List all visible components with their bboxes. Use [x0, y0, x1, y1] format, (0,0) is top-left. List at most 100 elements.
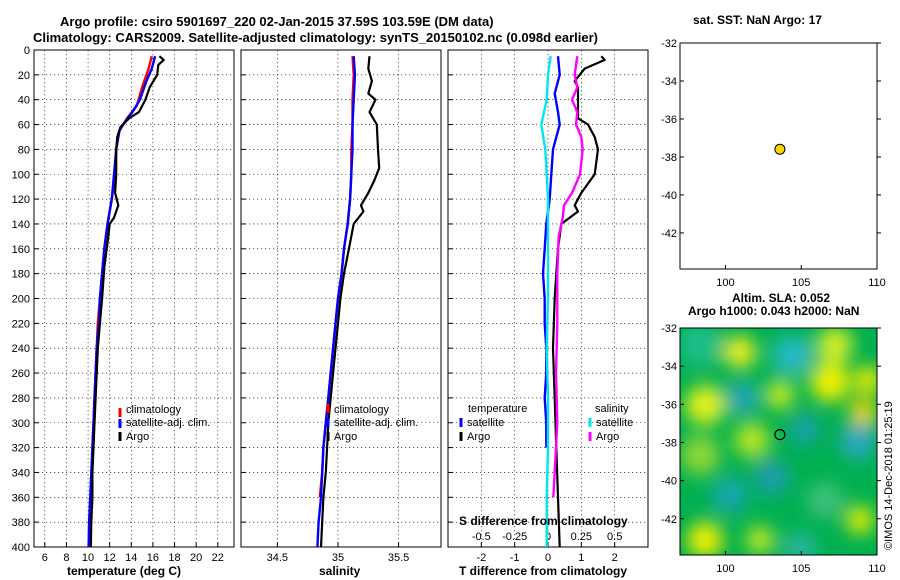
y-tick-label: 320	[12, 443, 30, 455]
x-tick-label: -1	[510, 552, 520, 564]
x2-tick-label: 0.25	[571, 531, 592, 543]
sla-map-title: Altim. SLA: 0.052	[732, 291, 830, 305]
y-tick-label: 340	[12, 467, 30, 479]
s-difference-xlabel: S difference from climatology	[459, 514, 628, 528]
map-y-tick-label: -36	[661, 114, 677, 126]
legend-climatology: climatology	[126, 404, 182, 416]
title-line1: Argo profile: csiro 5901697_220 02-Jan-2…	[60, 14, 494, 29]
x-tick-label: 35.5	[388, 552, 409, 564]
difference-legend: temperature satellite Argo salinity sate…	[459, 403, 633, 443]
y-tick-label: 280	[12, 393, 30, 405]
map-y-tick-label: -38	[661, 152, 677, 164]
legend-temperature-title: temperature	[468, 403, 527, 415]
legend-temp-satellite: satellite	[467, 417, 504, 429]
map-y-tick-label: -36	[661, 399, 677, 411]
x-tick-label: 18	[168, 552, 180, 564]
series-line-satellite-adj-clim-	[316, 56, 357, 548]
x-tick-label: 14	[125, 552, 137, 564]
legend-argo: Argo	[334, 431, 357, 443]
sst-map-axes	[679, 42, 878, 270]
map-y-tick-label: -42	[661, 228, 677, 240]
map-x-tick-label: 110	[868, 563, 886, 575]
sla-map-subtitle: Argo h1000: 0.043 h2000: NaN	[688, 304, 859, 318]
legend-sal-satellite: satellite	[596, 417, 633, 429]
y-tick-label: 260	[12, 368, 30, 380]
legend-satellite: satellite-adj. clim.	[126, 417, 210, 429]
y-tick-label: 300	[12, 418, 30, 430]
x2-tick-label: 0.5	[607, 531, 622, 543]
x-tick-label: 2	[612, 552, 618, 564]
imos-watermark: ©IMOS 14-Dec-2018 01:25:19	[883, 401, 895, 550]
legend-satellite: satellite-adj. clim.	[334, 417, 418, 429]
map-x-tick-label: 110	[868, 277, 886, 289]
x2-tick-label: -0.5	[472, 531, 491, 543]
map-y-tick-label: -32	[661, 38, 677, 50]
map-x-tick-label: 100	[716, 277, 734, 289]
temperature-xlabel: temperature (deg C)	[67, 564, 181, 578]
y-tick-label: 380	[12, 517, 30, 529]
sla-map-axes	[679, 327, 878, 556]
map-y-tick-label: -40	[661, 476, 677, 488]
map-x-tick-label: 105	[792, 277, 810, 289]
legend-argo: Argo	[126, 431, 149, 443]
series-line-argo	[89, 55, 165, 548]
difference-panel: -2 -1 0 1 2 -0.5 -0.25 0 0.25 0.5 S difference f…	[447, 49, 649, 578]
map-y-tick-label: -34	[661, 76, 677, 88]
x-tick-label: 35	[332, 552, 344, 564]
map-y-tick-label: -34	[661, 361, 677, 373]
y-tick-label: 60	[18, 120, 30, 132]
x2-tick-label: 0	[545, 531, 551, 543]
series-line-temperature-satellite	[541, 56, 561, 448]
sla-map-panel: Altim. SLA: 0.052 Argo h1000: 0.043 h200…	[661, 291, 895, 575]
x-tick-label: 6	[42, 552, 48, 564]
t-difference-xlabel: T difference from climatology	[459, 564, 627, 578]
x-tick-label: 34.5	[267, 552, 288, 564]
legend-temp-argo: Argo	[467, 431, 490, 443]
y-tick-label: 160	[12, 244, 30, 256]
y-tick-label: 0	[24, 45, 30, 57]
temperature-legend: climatology satellite-adj. clim. Argo	[118, 404, 210, 443]
x-tick-label: 0	[545, 552, 551, 564]
map-y-tick-label: -32	[661, 323, 677, 335]
series-line-salinity-satellite	[540, 56, 552, 547]
legend-sal-argo: Argo	[596, 431, 619, 443]
map-y-tick-label: -40	[661, 190, 677, 202]
x-tick-label: -2	[476, 552, 486, 564]
argo-float-location-marker	[774, 143, 786, 155]
x2-tick-label: -0.25	[502, 531, 527, 543]
y-tick-label: 120	[12, 194, 30, 206]
map-x-tick-label: 105	[792, 563, 810, 575]
y-tick-label: 360	[12, 492, 30, 504]
salinity-panel: 34.5 35 35.5 salinity climatology satellit…	[240, 49, 442, 578]
y-tick-label: 400	[12, 542, 30, 554]
temperature-panel: 0 20 40 60 80 100 120 140 160 180 200 220 240 260 280 3…	[12, 45, 235, 578]
x-tick-label: 20	[190, 552, 202, 564]
series-line-salinity-argo	[552, 56, 584, 498]
y-tick-label: 20	[18, 70, 30, 82]
y-tick-label: 40	[18, 95, 30, 107]
x-tick-label: 10	[82, 552, 94, 564]
y-tick-label: 80	[18, 144, 30, 156]
y-tick-label: 220	[12, 318, 30, 330]
y-tick-label: 200	[12, 294, 30, 306]
x-tick-label: 16	[147, 552, 159, 564]
legend-climatology: climatology	[334, 404, 390, 416]
y-tick-label: 140	[12, 219, 30, 231]
y-tick-label: 180	[12, 269, 30, 281]
x-tick-label: 12	[104, 552, 116, 564]
x-tick-label: 22	[212, 552, 224, 564]
legend-salinity-title: salinity	[595, 403, 629, 415]
title-line2: Climatology: CARS2009. Satellite-adjuste…	[33, 30, 598, 45]
map-x-tick-label: 100	[716, 563, 734, 575]
argo-float-location-circle	[774, 429, 786, 441]
map-y-tick-label: -42	[661, 514, 677, 526]
sst-map-title: sat. SST: NaN Argo: 17	[693, 13, 822, 27]
salinity-legend: climatology satellite-adj. clim. Argo	[326, 404, 418, 443]
y-tick-label: 240	[12, 343, 30, 355]
salinity-xlabel: salinity	[319, 564, 361, 578]
sla-field-texture	[680, 328, 877, 555]
y-tick-label: 100	[12, 169, 30, 181]
x-tick-label: 8	[63, 552, 69, 564]
map-y-tick-label: -38	[661, 437, 677, 449]
